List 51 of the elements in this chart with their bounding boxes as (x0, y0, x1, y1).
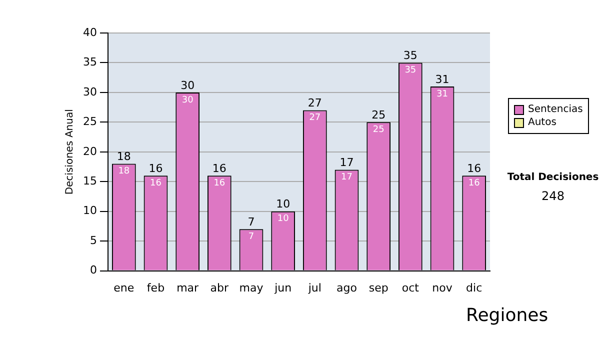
y-tick-label: 40 (82, 26, 97, 39)
x-tick-label: jul (307, 281, 322, 294)
x-tick-label: ene (114, 281, 134, 294)
x-tick-label: jun (274, 281, 292, 294)
total-label: 27 (308, 96, 322, 110)
text: Regiones (466, 305, 550, 326)
data-label: 10 (277, 214, 290, 224)
total-label: 10 (276, 198, 290, 211)
legend-label: Autos (528, 117, 556, 128)
y-tick-label: 20 (82, 144, 97, 158)
data-label: 16 (468, 178, 480, 189)
y-tick-label: 35 (82, 56, 97, 69)
total-label: 16 (212, 162, 226, 176)
x-tick-label: ago (336, 281, 358, 294)
x-tick-label: oct (402, 281, 420, 294)
data-label: 18 (118, 166, 130, 177)
data-label: 25 (372, 125, 384, 136)
total-label: 18 (116, 150, 131, 164)
data-label: 7 (248, 232, 254, 242)
y-tick-label: 30 (82, 85, 97, 98)
legend-label: Sentencias (528, 104, 583, 115)
total-label: 16 (467, 162, 482, 176)
total-label: 7 (248, 216, 255, 229)
data-label: 27 (309, 113, 321, 124)
x-tick-label: dic (466, 281, 482, 294)
data-label: 16 (150, 178, 162, 189)
x-tick-label: sep (368, 281, 388, 294)
data-label: 16 (214, 178, 226, 189)
x-tick-label: nov (432, 281, 453, 294)
x-tick-label: mar (176, 281, 200, 294)
data-label: 31 (436, 89, 448, 100)
data-label: 30 (182, 95, 194, 106)
text: Total Decisiones (506, 172, 600, 183)
y-tick-label: 10 (82, 204, 97, 218)
x-tick-label: feb (146, 281, 165, 294)
y-axis-title: Decisiones Anual (64, 109, 76, 195)
y-tick-label: 0 (90, 264, 97, 277)
x-tick-label: abr (210, 281, 230, 294)
data-label: 17 (341, 172, 352, 183)
text: 248 (540, 189, 566, 203)
total-label: 35 (403, 49, 418, 62)
y-tick-label: 25 (82, 115, 97, 128)
y-tick-label: 15 (82, 174, 97, 188)
total-label: 17 (340, 156, 354, 170)
total-label: 16 (148, 162, 163, 176)
y-tick-label: 5 (90, 234, 97, 247)
total-label: 31 (435, 72, 450, 86)
x-tick-label: may (239, 281, 264, 294)
data-label: 35 (404, 66, 416, 76)
total-label: 30 (180, 78, 195, 92)
total-label: 25 (372, 108, 386, 122)
